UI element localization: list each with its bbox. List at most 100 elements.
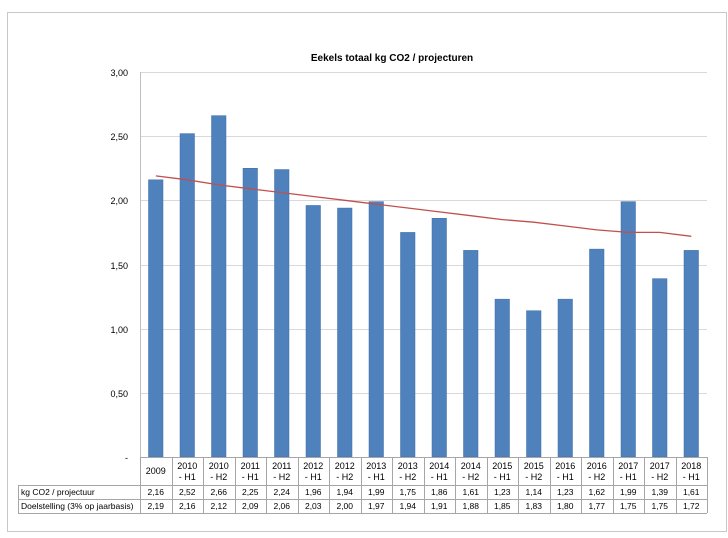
table-cell: 1,94 (336, 487, 353, 497)
bar (368, 201, 384, 458)
table-row-header: kg CO2 / projectuur (21, 487, 95, 497)
table-cell: 1,96 (305, 487, 322, 497)
bar (652, 278, 668, 458)
chart-border (7, 12, 727, 532)
category-label: - H2 (336, 472, 353, 482)
y-tick-label: 1,00 (110, 325, 128, 335)
table-cell: 1,88 (462, 501, 479, 511)
table-cell: 1,86 (431, 487, 448, 497)
table-cell: 1,23 (557, 487, 574, 497)
category-label: 2016 (555, 461, 575, 471)
category-label: - H2 (399, 472, 416, 482)
category-label: 2013 (398, 461, 418, 471)
table-cell: 2,09 (242, 501, 259, 511)
table-cell: 1,14 (525, 487, 542, 497)
target-line (155, 175, 692, 237)
table-cell: 1,91 (431, 501, 448, 511)
category-label: - H2 (651, 472, 668, 482)
table-cell: 2,25 (242, 487, 259, 497)
table-cell: 1,72 (683, 501, 700, 511)
bar (274, 169, 290, 458)
bar (337, 207, 353, 458)
table-cell: 1,75 (620, 501, 637, 511)
table-cell: 1,77 (588, 501, 605, 511)
category-label: 2011 (272, 461, 291, 471)
category-label: - H1 (431, 472, 448, 482)
bar (620, 201, 636, 458)
y-tick-label: 2,50 (110, 132, 128, 142)
category-label: - H2 (525, 472, 542, 482)
category-label: 2012 (303, 461, 323, 471)
category-label: 2009 (146, 466, 166, 476)
category-label: - H1 (242, 472, 259, 482)
gridlines (140, 72, 707, 458)
table-cell: 1,80 (557, 501, 574, 511)
category-label: - H1 (179, 472, 196, 482)
category-label: 2017 (650, 461, 670, 471)
category-label: 2014 (461, 461, 481, 471)
category-label: - H2 (210, 472, 227, 482)
bar (431, 218, 447, 458)
category-label: 2012 (335, 461, 355, 471)
category-label: - H2 (273, 472, 290, 482)
table-cell: 2,52 (179, 487, 196, 497)
category-label: 2010 (209, 461, 229, 471)
table-cell: 1,97 (368, 501, 385, 511)
category-label: 2016 (587, 461, 607, 471)
table-cell: 1,61 (683, 487, 700, 497)
category-label: 2011 (241, 461, 260, 471)
target-line-group (155, 175, 692, 237)
bar (683, 250, 699, 458)
category-label: - H1 (305, 472, 322, 482)
category-label: - H1 (683, 472, 700, 482)
table-cell: 2,16 (147, 487, 164, 497)
table-cell: 1,75 (651, 501, 668, 511)
bar (211, 115, 227, 458)
bar (463, 250, 479, 458)
table-cell: 2,00 (336, 501, 353, 511)
bar (148, 179, 164, 458)
table-cell: 1,61 (462, 487, 479, 497)
table-cell: 1,85 (494, 501, 511, 511)
table-cell: 1,99 (620, 487, 637, 497)
bar (179, 133, 195, 458)
category-label: - H2 (462, 472, 479, 482)
category-label: 2015 (492, 461, 512, 471)
y-tick-label: 1,50 (110, 261, 128, 271)
table-cell: 2,03 (305, 501, 322, 511)
category-label: 2017 (618, 461, 638, 471)
category-label: 2015 (524, 461, 544, 471)
y-tick-label: 3,00 (110, 68, 128, 78)
table-cell: 2,66 (210, 487, 227, 497)
table-cell: 1,39 (651, 487, 668, 497)
table-cell: 1,83 (525, 501, 542, 511)
table-cell: 1,62 (588, 487, 605, 497)
category-label: - H1 (620, 472, 637, 482)
table-cell: 1,99 (368, 487, 385, 497)
category-label: - H1 (494, 472, 511, 482)
table-cell: 2,24 (273, 487, 290, 497)
table-cell: 1,23 (494, 487, 511, 497)
table-cell: 2,16 (179, 501, 196, 511)
y-tick-label: - (125, 453, 128, 463)
chart-title: Eekels totaal kg CO2 / projecturen (311, 53, 473, 64)
table-row-header: Doelstelling (3% op jaarbasis) (21, 501, 134, 511)
bar (589, 248, 605, 458)
bar (400, 232, 416, 458)
table-cell: 2,12 (210, 501, 227, 511)
bar (494, 298, 510, 458)
category-label: 2014 (429, 461, 449, 471)
category-label: 2010 (177, 461, 197, 471)
bar (242, 168, 258, 458)
y-tick-label: 2,00 (110, 196, 128, 206)
table-cell: 2,06 (273, 501, 290, 511)
bar (305, 205, 321, 458)
bar (526, 310, 542, 458)
category-label: 2018 (681, 461, 701, 471)
category-label: 2013 (366, 461, 386, 471)
y-tick-label: 0,50 (110, 389, 128, 399)
bar (557, 298, 573, 458)
table-cell: 1,94 (399, 501, 416, 511)
